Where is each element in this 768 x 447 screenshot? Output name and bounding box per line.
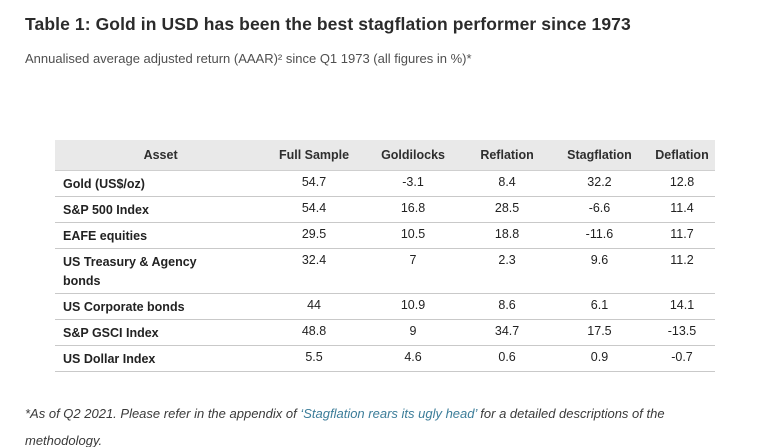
value-cell: 2.3: [464, 248, 550, 294]
table-subtitle: Annualised average adjusted return (AAAR…: [25, 51, 472, 66]
asset-name: Gold (US$/oz): [55, 170, 267, 198]
footnote-report-link[interactable]: ‘Stagflation rears its ugly head’: [300, 406, 477, 421]
value-cell: 0.6: [464, 345, 550, 373]
asset-name-label: US Corporate bonds: [63, 299, 185, 314]
asset-name: EAFE equities: [55, 222, 267, 250]
asset-name-label: US Dollar Index: [63, 351, 156, 366]
asset-name: US Dollar Index: [55, 345, 267, 373]
value-cell: 34.7: [464, 319, 550, 346]
column-header-goldilocks: Goldilocks: [361, 140, 465, 171]
value-cell: 8.4: [464, 170, 550, 198]
data-table-container: Asset Full Sample Goldilocks Reflation S…: [55, 140, 742, 373]
value-cell: 18.8: [464, 222, 550, 250]
asset-name: S&P GSCI Index: [55, 319, 267, 346]
value-cell: 29.5: [266, 222, 362, 250]
value-cell: 4.6: [361, 345, 465, 373]
asset-name-label: EAFE equities: [63, 229, 148, 244]
value-cell: 16.8: [361, 196, 465, 224]
column-header-reflation: Reflation: [464, 140, 550, 171]
footnote: *As of Q2 2021. Please refer in the appe…: [25, 400, 741, 447]
value-cell: -6.6: [549, 196, 649, 224]
value-cell: 6.1: [549, 293, 649, 320]
value-cell: -11.6: [549, 222, 649, 250]
value-cell: 8.6: [464, 293, 550, 320]
value-cell: 14.1: [648, 293, 715, 320]
asset-name: US Treasury & Agency bonds: [55, 248, 267, 294]
value-cell: 44: [266, 293, 362, 320]
value-cell: 9.6: [549, 248, 649, 294]
asset-name-label: US Treasury & Agency bonds: [63, 255, 197, 288]
value-cell: 10.9: [361, 293, 465, 320]
asset-name: US Corporate bonds: [55, 293, 267, 320]
asset-name-label: S&P GSCI Index: [63, 325, 159, 340]
value-cell: 11.2: [648, 248, 715, 294]
footnote-text-tail: for a detailed descriptions of the metho…: [25, 406, 665, 447]
value-cell: 54.7: [266, 170, 362, 198]
table-row: US Corporate bonds 44 10.9 8.6 6.1 14.1: [55, 293, 715, 320]
table-row: Gold (US$/oz) 54.7 -3.1 8.4 32.2 12.8: [55, 170, 715, 198]
column-header-asset: Asset: [55, 140, 267, 171]
asset-name-label: S&P 500 Index: [63, 203, 149, 218]
column-header-stagflation: Stagflation: [549, 140, 649, 171]
value-cell: 7: [361, 248, 465, 294]
header-row: Asset Full Sample Goldilocks Reflation S…: [55, 140, 715, 171]
value-cell: 32.4: [266, 248, 362, 294]
table-row: EAFE equities 29.5 10.5 18.8 -11.6 11.7: [55, 222, 715, 250]
value-cell: 11.4: [648, 196, 715, 224]
value-cell: 17.5: [549, 319, 649, 346]
value-cell: 28.5: [464, 196, 550, 224]
value-cell: 12.8: [648, 170, 715, 198]
value-cell: 48.8: [266, 319, 362, 346]
value-cell: -3.1: [361, 170, 465, 198]
table-row: S&P GSCI Index 48.8 9 34.7 17.5 -13.5: [55, 319, 715, 346]
data-table: Asset Full Sample Goldilocks Reflation S…: [55, 140, 715, 373]
value-cell: 32.2: [549, 170, 649, 198]
table-row: US Dollar Index 5.5 4.6 0.6 0.9 -0.7: [55, 345, 715, 373]
value-cell: 11.7: [648, 222, 715, 250]
value-cell: -13.5: [648, 319, 715, 346]
table-row: US Treasury & Agency bonds 32.4 7 2.3 9.6 11.…: [55, 248, 715, 294]
asset-name-label: Gold (US$/oz): [63, 177, 145, 191]
column-header-deflation: Deflation: [648, 140, 715, 171]
value-cell: 9: [361, 319, 465, 346]
value-cell: 5.5: [266, 345, 362, 373]
footnote-text-lead: *As of Q2 2021. Please refer in the appe…: [25, 406, 301, 421]
table-row: S&P 500 Index 54.4 16.8 28.5 -6.6 11.4: [55, 196, 715, 224]
value-cell: 54.4: [266, 196, 362, 224]
column-header-full-sample: Full Sample: [266, 140, 362, 171]
value-cell: 10.5: [361, 222, 465, 250]
table-title: Table 1: Gold in USD has been the best s…: [25, 14, 631, 34]
asset-name: S&P 500 Index: [55, 196, 267, 224]
table-body: Gold (US$/oz) 54.7 -3.1 8.4 32.2 12.8 S&P 500 …: [55, 170, 715, 373]
value-cell: -0.7: [648, 345, 715, 373]
value-cell: 0.9: [549, 345, 649, 373]
